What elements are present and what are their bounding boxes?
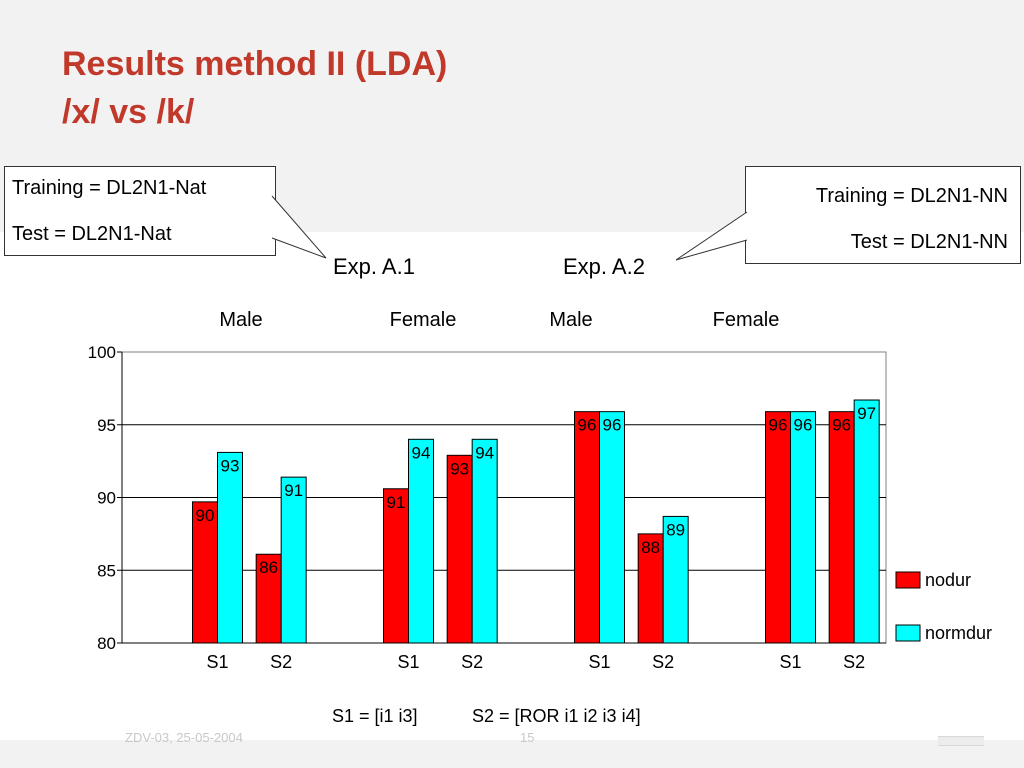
legend-label: nodur (925, 570, 971, 590)
y-tick-label: 80 (97, 634, 116, 653)
bar-nodur (255, 553, 282, 644)
callout-training-label: Training = DL2N1-Nat (12, 177, 207, 199)
y-tick-label: 90 (97, 489, 116, 508)
x-tick-label: S1 (397, 652, 419, 672)
bar-nodur (446, 454, 473, 644)
y-tick-label: 100 (88, 343, 116, 362)
footer-logo (938, 736, 984, 746)
legend-label: normdur (925, 623, 992, 643)
data-label: 89 (666, 520, 685, 539)
experiment-label-a1: Exp. A.1 (333, 254, 415, 279)
bar-nodur (765, 411, 791, 644)
data-label: 91 (387, 493, 406, 512)
legend-swatch-nodur (895, 571, 921, 589)
bar-normdur (662, 515, 689, 644)
callout-exp-a2: Training = DL2N1-NN Test = DL2N1-NN (745, 166, 1021, 264)
x-tick-label: S2 (652, 652, 674, 672)
group-label: Female (712, 309, 780, 331)
bar-nodur (828, 411, 855, 644)
data-label: 94 (475, 443, 494, 462)
y-tick-label: 85 (97, 561, 116, 580)
x-tick-label: S1 (206, 652, 228, 672)
x-tick-label: S1 (588, 652, 610, 672)
data-label: 96 (578, 416, 597, 435)
group-label: Female (389, 309, 457, 331)
callout-test-label: Test = DL2N1-NN (850, 231, 1008, 253)
bar-normdur (599, 411, 625, 644)
data-label: 94 (412, 443, 431, 462)
bar-nodur (383, 488, 409, 644)
bar-nodur (574, 411, 600, 644)
footnote-s2: S2 = [ROR i1 i2 i3 i4] (472, 706, 641, 726)
x-tick-label: S2 (461, 652, 483, 672)
callout-training-label: Training = DL2N1-NN (815, 185, 1008, 207)
group-label: Male (219, 309, 263, 331)
data-label: 90 (196, 506, 215, 525)
callout-exp-a1: Training = DL2N1-Nat Test = DL2N1-Nat (4, 166, 276, 256)
legend-swatch-normdur (895, 624, 921, 642)
slide-subtitle: /x/ vs /k/ (62, 93, 195, 131)
footer-page-number: 15 (520, 730, 535, 745)
footer-date: ZDV-03, 25-05-2004 (125, 730, 243, 745)
slide-footer-background (0, 740, 1024, 768)
bar-normdur (790, 411, 816, 644)
data-label: 88 (641, 538, 660, 557)
callout-test-label: Test = DL2N1-Nat (12, 223, 172, 245)
data-label: 96 (603, 416, 622, 435)
bar-normdur (408, 438, 434, 644)
x-tick-label: S2 (843, 652, 865, 672)
data-label: 86 (259, 558, 278, 577)
x-tick-label: S1 (779, 652, 801, 672)
data-label: 96 (794, 416, 813, 435)
data-label: 91 (284, 481, 303, 500)
slide-title: Results method II (LDA) (62, 45, 448, 83)
x-tick-label: S2 (270, 652, 292, 672)
y-tick-label: 95 (97, 416, 116, 435)
footnote-s1: S1 = [i1 i3] (332, 706, 418, 726)
data-label: 93 (450, 459, 469, 478)
data-label: 97 (857, 404, 876, 423)
data-label: 96 (769, 416, 788, 435)
data-label: 93 (221, 456, 240, 475)
bar-normdur (280, 476, 307, 644)
experiment-label-a2: Exp. A.2 (563, 254, 645, 279)
bar-normdur (217, 451, 243, 644)
bar-nodur (192, 501, 218, 644)
bar-nodur (637, 533, 664, 644)
bar-normdur (471, 438, 498, 644)
data-label: 96 (832, 416, 851, 435)
bar-normdur (853, 399, 880, 644)
group-label: Male (549, 309, 593, 331)
